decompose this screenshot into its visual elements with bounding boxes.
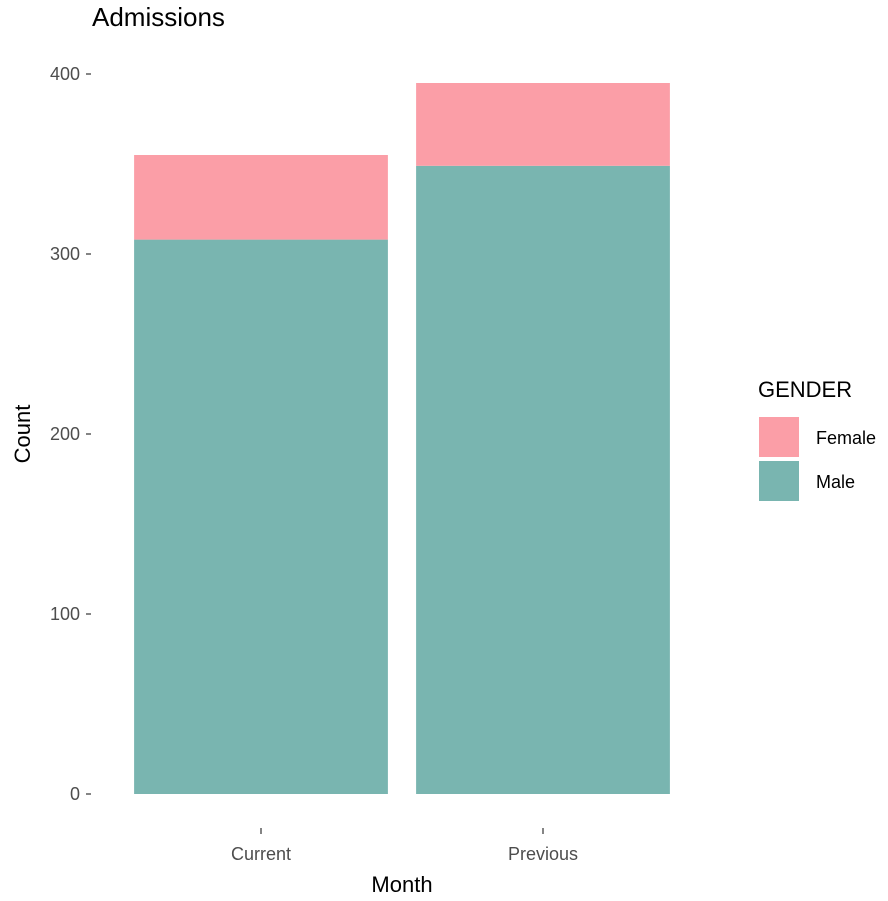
bar-previous-female (416, 83, 670, 166)
y-tick-label: 400 (50, 64, 80, 84)
y-axis-title: Count (10, 405, 35, 464)
y-tick-label: 100 (50, 604, 80, 624)
x-tick-label: Current (231, 844, 291, 864)
y-axis: 0 100 200 300 400 (50, 64, 91, 804)
chart-title: Admissions (92, 2, 225, 32)
bar-previous-male (416, 165, 670, 795)
legend-label-male: Male (816, 472, 855, 492)
legend-label-female: Female (816, 428, 876, 448)
bar-current-female (134, 155, 388, 240)
y-tick-label: 0 (70, 784, 80, 804)
legend-swatch-male (757, 459, 801, 503)
x-axis-title: Month (371, 872, 432, 896)
bar-current-male (134, 239, 388, 795)
legend-items: Female Male (757, 415, 876, 503)
y-tick-label: 300 (50, 244, 80, 264)
legend: GENDER Female Male (757, 377, 876, 503)
x-tick-label: Previous (508, 844, 578, 864)
legend-swatch-female (757, 415, 801, 459)
y-tick-label: 200 (50, 424, 80, 444)
legend-title: GENDER (758, 377, 852, 402)
x-axis: Current Previous (231, 828, 578, 864)
bars-group (134, 83, 670, 795)
